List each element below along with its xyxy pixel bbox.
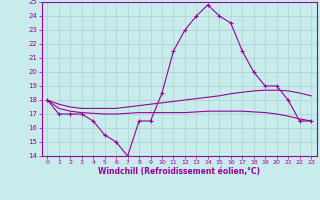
X-axis label: Windchill (Refroidissement éolien,°C): Windchill (Refroidissement éolien,°C) [98, 167, 260, 176]
